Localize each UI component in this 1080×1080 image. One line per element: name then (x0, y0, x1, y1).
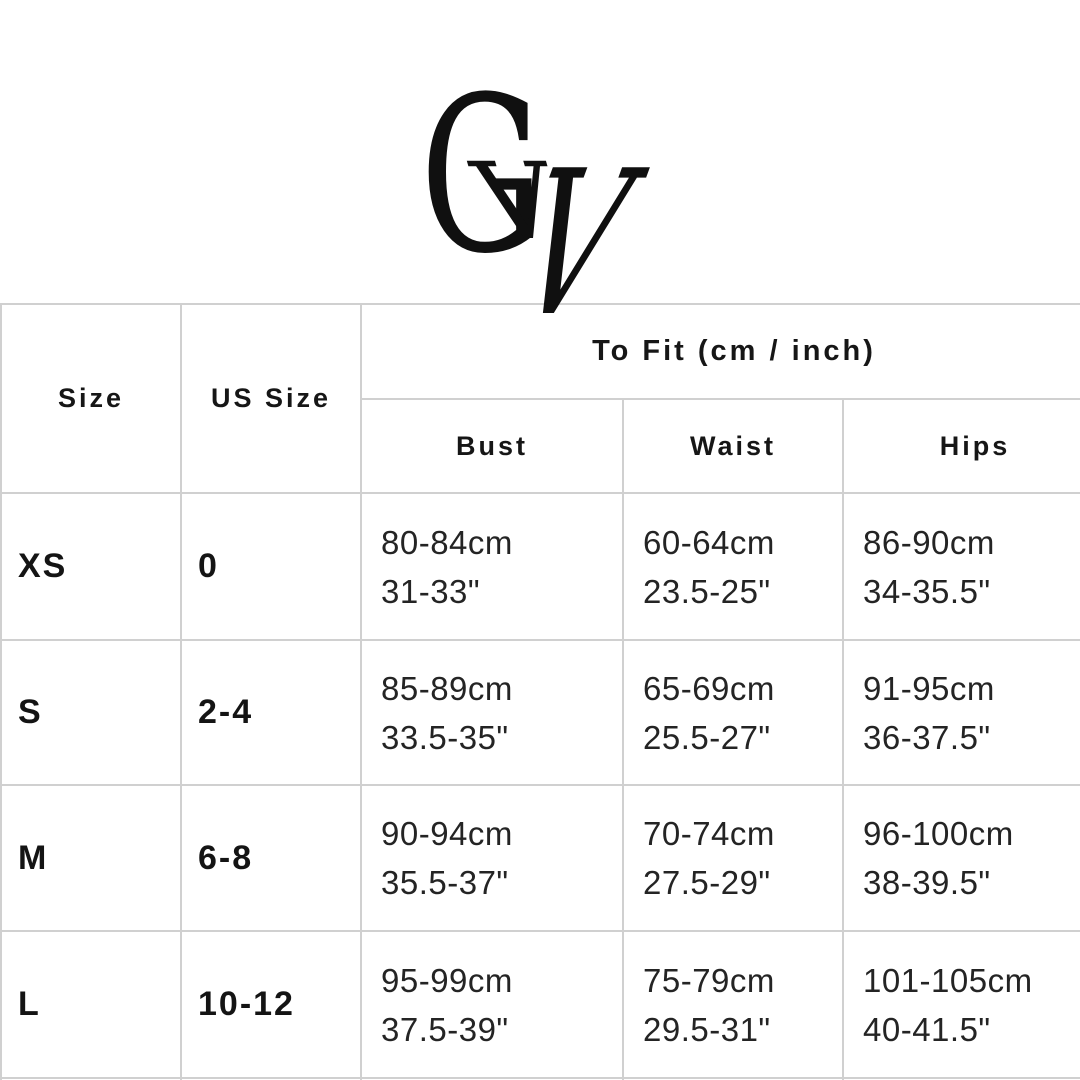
table-header-row-top: Size US Size To Fit (cm / inch) (0, 303, 1080, 494)
hips-cell: 101-105cm 40-41.5" (842, 930, 1080, 1079)
bust-cm-value: 95-99cm (381, 961, 513, 999)
bust-cell: 85-89cm 33.5-35" (360, 639, 624, 786)
waist-inch-value: 27.5-29" (643, 864, 771, 901)
logo-letter-g: G (420, 60, 544, 302)
us-size-value: 2-4 (180, 639, 362, 786)
hips-cell: 96-100cm 38-39.5" (842, 784, 1080, 932)
hips-cm-value: 91-95cm (863, 669, 995, 707)
bust-inch-value: 35.5-37" (381, 864, 509, 901)
hips-cm-value: 86-90cm (863, 523, 995, 561)
size-label: M (0, 784, 182, 932)
column-header-hips: Hips (842, 398, 1080, 494)
waist-inch-value: 25.5-27" (643, 718, 771, 756)
us-size-value: 6-8 (180, 784, 362, 932)
hips-cm-value: 101-105cm (863, 961, 1033, 999)
column-header-size: Size (0, 303, 182, 494)
bust-inch-value: 33.5-35" (381, 718, 509, 756)
bust-cell: 90-94cm 35.5-37" (360, 784, 624, 932)
column-header-us-size: US Size (180, 303, 362, 494)
waist-cm-value: 70-74cm (643, 815, 775, 852)
size-chart-table: Size US Size To Fit (cm / inch) Bust Wai… (0, 303, 1080, 1080)
table-row-xs: XS 0 80-84cm 31-33" 60-64cm 23.5-25" 86-… (0, 492, 1080, 641)
hips-cell: 91-95cm 36-37.5" (842, 639, 1080, 786)
bust-cm-value: 90-94cm (381, 815, 513, 852)
bust-cm-value: 80-84cm (381, 523, 513, 561)
size-label: XS (0, 492, 182, 641)
size-label: S (0, 639, 182, 786)
hips-cm-value: 96-100cm (863, 815, 1014, 852)
column-header-bust: Bust (360, 398, 624, 494)
waist-cell: 75-79cm 29.5-31" (622, 930, 844, 1079)
waist-cell: 65-69cm 25.5-27" (622, 639, 844, 786)
waist-cm-value: 65-69cm (643, 669, 775, 707)
waist-cm-value: 60-64cm (643, 523, 775, 561)
waist-inch-value: 29.5-31" (643, 1010, 771, 1048)
bust-inch-value: 37.5-39" (381, 1010, 509, 1048)
hips-inch-value: 38-39.5" (863, 864, 991, 901)
gv-logo-icon: G V V (420, 60, 665, 330)
us-size-value: 0 (180, 492, 362, 641)
waist-inch-value: 23.5-25" (643, 572, 771, 610)
hips-cell: 86-90cm 34-35.5" (842, 492, 1080, 641)
table-header-row-sub: Bust Waist Hips (1, 398, 1080, 494)
hips-inch-value: 36-37.5" (863, 718, 991, 756)
column-header-to-fit: To Fit (cm / inch) (360, 303, 1080, 400)
bust-cell: 95-99cm 37.5-39" (360, 930, 624, 1079)
table-row-m: M 6-8 90-94cm 35.5-37" 70-74cm 27.5-29" … (0, 784, 1080, 932)
hips-inch-value: 34-35.5" (863, 572, 991, 610)
waist-cell: 70-74cm 27.5-29" (622, 784, 844, 932)
us-size-value: 10-12 (180, 930, 362, 1079)
column-header-waist: Waist (622, 398, 844, 494)
bust-cm-value: 85-89cm (381, 669, 513, 707)
size-label: L (0, 930, 182, 1079)
waist-cm-value: 75-79cm (643, 961, 775, 999)
bust-cell: 80-84cm 31-33" (360, 492, 624, 641)
table-row-s: S 2-4 85-89cm 33.5-35" 65-69cm 25.5-27" … (0, 639, 1080, 786)
table-row-partial (0, 1077, 1080, 1080)
table-row-l: L 10-12 95-99cm 37.5-39" 75-79cm 29.5-31… (0, 930, 1080, 1079)
bust-inch-value: 31-33" (381, 572, 481, 610)
waist-cell: 60-64cm 23.5-25" (622, 492, 844, 641)
hips-inch-value: 40-41.5" (863, 1010, 991, 1048)
